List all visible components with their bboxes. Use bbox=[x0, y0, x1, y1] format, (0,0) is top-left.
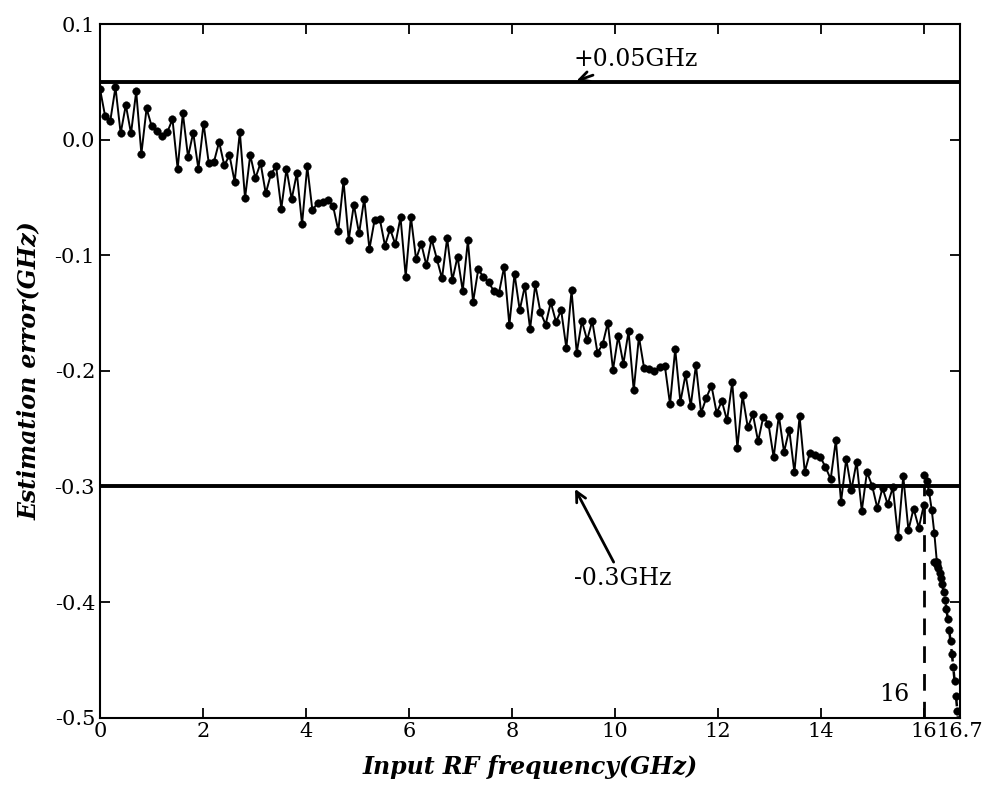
Text: 16: 16 bbox=[879, 683, 910, 706]
Text: -0.3GHz: -0.3GHz bbox=[574, 492, 671, 591]
Y-axis label: Estimation error(GHz): Estimation error(GHz) bbox=[17, 221, 41, 521]
Text: +0.05GHz: +0.05GHz bbox=[574, 49, 698, 81]
X-axis label: Input RF frequency(GHz): Input RF frequency(GHz) bbox=[362, 755, 698, 779]
